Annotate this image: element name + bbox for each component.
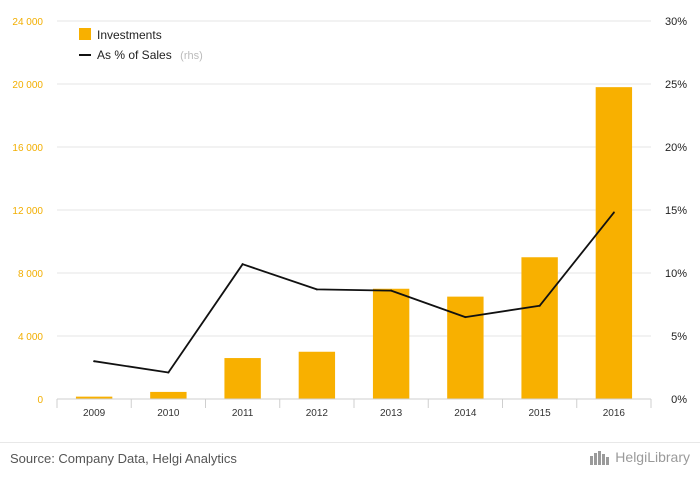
y-left-tick-label: 4 000 [18, 332, 43, 343]
y-right-tick-label: 5% [671, 331, 687, 343]
footer-divider [0, 442, 700, 443]
bar [595, 87, 633, 400]
line-point [93, 360, 96, 363]
bar [372, 288, 410, 399]
line-point [315, 288, 318, 291]
x-tick-label: 2011 [232, 408, 254, 419]
source-note: Source: Company Data, Helgi Analytics [10, 451, 237, 466]
legend-label-line: As % of Sales [97, 48, 172, 62]
y-axis-left: 0 4 000 8 000 12 000 16 000 20 000 24 000 [12, 17, 43, 406]
legend: Investments As % of Sales (rhs) [79, 28, 203, 63]
line-point [464, 316, 467, 319]
y-left-tick-label: 16 000 [12, 143, 43, 154]
line-point [241, 263, 244, 266]
brand-name: HelgiLibrary [615, 449, 690, 465]
y-right-tick-label: 15% [665, 205, 687, 217]
line-point [612, 211, 615, 214]
x-tick-label: 2010 [157, 408, 180, 419]
y-axis-right: 0% 5% 10% 15% 20% 25% 30% [665, 16, 687, 406]
bar-series [75, 87, 633, 400]
y-left-tick-label: 20 000 [12, 80, 43, 91]
legend-swatch-investments [79, 28, 91, 40]
x-tick-label: 2012 [306, 408, 329, 419]
x-tick-label: 2016 [603, 408, 626, 419]
library-icon [590, 451, 610, 465]
bar [224, 358, 261, 399]
legend-entry-line: As % of Sales (rhs) [97, 46, 203, 63]
legend-label-investments: Investments [97, 28, 162, 42]
bar [521, 257, 558, 399]
y-right-tick-label: 25% [665, 79, 687, 91]
bar [75, 396, 113, 399]
x-tick-label: 2009 [83, 408, 106, 419]
y-right-tick-label: 20% [665, 142, 687, 154]
y-right-tick-label: 0% [671, 394, 687, 406]
series-line [93, 211, 615, 374]
legend-label-line-suffix: (rhs) [180, 50, 203, 62]
bar [298, 351, 336, 399]
bar [150, 391, 187, 399]
x-tick-label: 2013 [380, 408, 403, 419]
x-tick-label: 2015 [529, 408, 552, 419]
brand-logo: HelgiLibrary [589, 448, 690, 466]
chart: 0 4 000 8 000 12 000 16 000 20 000 24 000 0% 5%… [12, 16, 687, 419]
y-left-tick-label: 0 [37, 395, 43, 406]
x-axis: 2009 2010 2011 2012 2013 2014 2015 2016 [56, 398, 652, 419]
line-point [167, 371, 170, 374]
y-right-tick-label: 10% [665, 268, 687, 280]
y-left-tick-label: 24 000 [12, 17, 43, 28]
line-series [93, 211, 615, 374]
y-left-tick-label: 12 000 [12, 206, 43, 217]
y-left-tick-label: 8 000 [18, 269, 43, 280]
gridlines [57, 20, 651, 337]
x-tick-label: 2014 [454, 408, 477, 419]
y-right-tick-label: 30% [665, 16, 687, 28]
line-point [538, 304, 541, 307]
line-point [390, 289, 393, 292]
